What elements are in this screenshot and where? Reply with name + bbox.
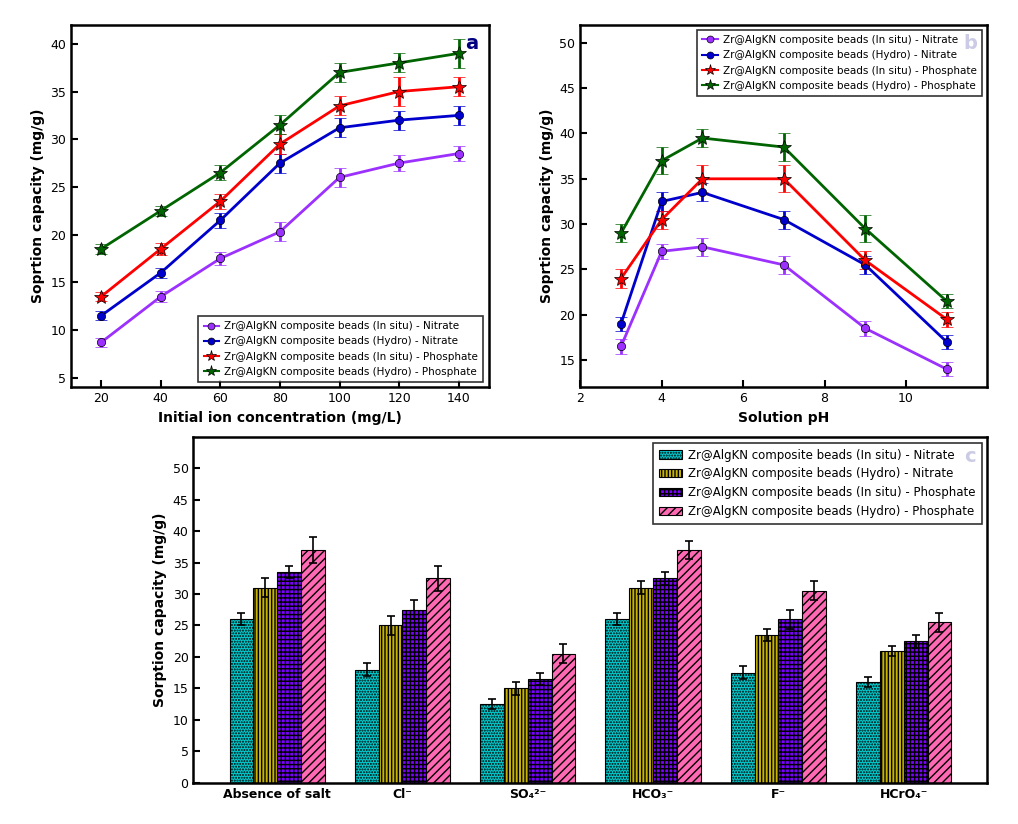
Bar [606, 619, 629, 783]
Bar [677, 550, 700, 783]
Bar [904, 641, 927, 783]
X-axis label: Initial ion concentration (mg/L): Initial ion concentration (mg/L) [158, 410, 402, 424]
Bar [880, 651, 904, 783]
Bar [779, 619, 802, 783]
Bar [253, 588, 277, 783]
Legend: Zr@AlgKN composite beads (In situ) - Nitrate, Zr@AlgKN composite beads (Hydro) -: Zr@AlgKN composite beads (In situ) - Nit… [653, 442, 981, 524]
Y-axis label: Soprtion capacity (mg/g): Soprtion capacity (mg/g) [540, 109, 554, 303]
Bar [802, 591, 826, 783]
Bar [379, 625, 402, 783]
Bar [527, 679, 552, 783]
Text: c: c [964, 447, 975, 466]
Bar [927, 622, 952, 783]
Bar [277, 572, 301, 783]
Y-axis label: Soprtion capacity (mg/g): Soprtion capacity (mg/g) [31, 109, 45, 303]
Bar [654, 578, 677, 783]
Bar [301, 550, 325, 783]
Legend: Zr@AlgKN composite beads (In situ) - Nitrate, Zr@AlgKN composite beads (Hydro) -: Zr@AlgKN composite beads (In situ) - Nit… [697, 30, 982, 96]
Bar [504, 688, 527, 783]
Bar [629, 588, 654, 783]
Bar [754, 635, 779, 783]
Bar [229, 619, 253, 783]
Bar [427, 578, 450, 783]
Bar [355, 670, 379, 783]
Text: a: a [465, 34, 478, 53]
Y-axis label: Sorption capacity (mg/g): Sorption capacity (mg/g) [153, 513, 167, 707]
Bar [402, 610, 427, 783]
Bar [552, 653, 575, 783]
Bar [856, 682, 880, 783]
X-axis label: Solution pH: Solution pH [738, 410, 830, 424]
Text: b: b [963, 34, 977, 53]
Bar [480, 705, 504, 783]
Legend: Zr@AlgKN composite beads (In situ) - Nitrate, Zr@AlgKN composite beads (Hydro) -: Zr@AlgKN composite beads (In situ) - Nit… [199, 316, 484, 382]
Bar [731, 672, 754, 783]
